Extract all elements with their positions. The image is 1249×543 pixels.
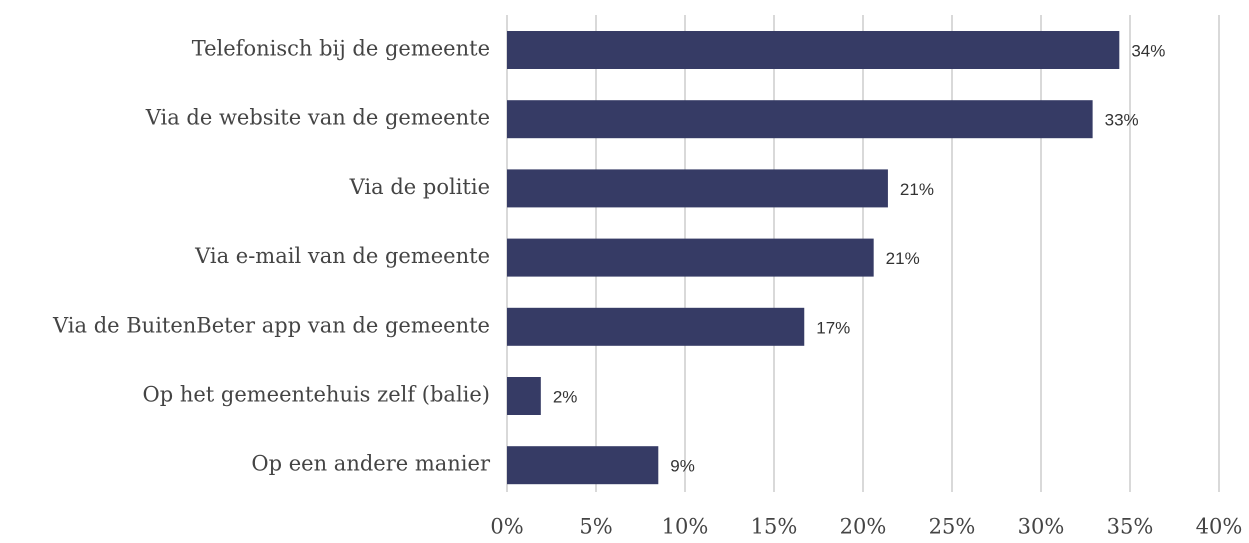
x-tick-label: 20% (840, 515, 887, 539)
category-label: Telefonisch bij de gemeente (192, 37, 490, 61)
category-label: Via de website van de gemeente (145, 106, 490, 130)
bar (507, 377, 541, 415)
x-tick-label: 25% (929, 515, 976, 539)
value-label: 2% (553, 387, 578, 406)
x-tick-label: 35% (1107, 515, 1154, 539)
x-tick-label: 5% (579, 515, 612, 539)
value-label: 17% (816, 318, 850, 337)
value-label: 21% (886, 249, 920, 268)
category-label: Via e-mail van de gemeente (194, 244, 490, 268)
category-label: Op het gemeentehuis zelf (balie) (142, 383, 490, 407)
category-label: Via de politie (349, 175, 490, 199)
bar (507, 100, 1093, 139)
bar (507, 446, 659, 485)
x-tick-label: 30% (1018, 515, 1065, 539)
category-label: Op een andere manier (251, 452, 491, 476)
x-tick-label: 10% (662, 515, 709, 539)
value-label: 33% (1105, 111, 1139, 130)
bar (507, 169, 888, 208)
value-label: 9% (670, 457, 695, 476)
bar (507, 307, 805, 346)
value-label: 21% (900, 180, 934, 199)
x-tick-label: 15% (751, 515, 798, 539)
bar (507, 31, 1120, 69)
value-label: 34% (1131, 41, 1165, 60)
category-label: Via de BuitenBeter app van de gemeente (52, 313, 490, 337)
x-tick-label: 40% (1196, 515, 1243, 539)
x-tick-label: 0% (490, 515, 523, 539)
bar (507, 238, 874, 277)
